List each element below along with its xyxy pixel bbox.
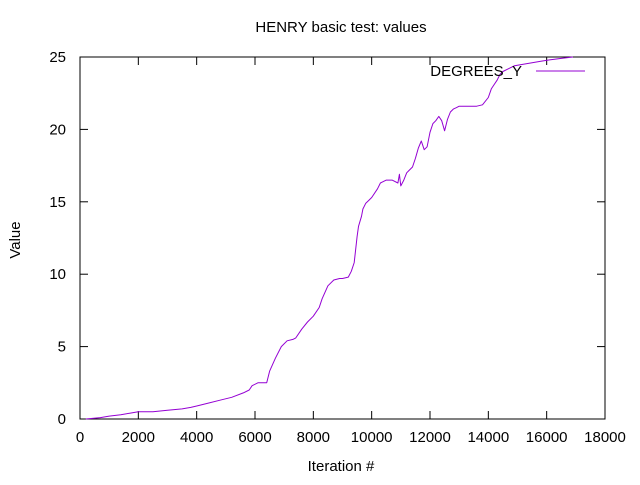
x-tick-label: 10000 xyxy=(351,429,393,446)
legend: DEGREES_Y xyxy=(430,63,585,80)
y-axis-ticks: 0 5 10 15 20 25 xyxy=(49,49,605,428)
x-axis-ticks: 0 2000 4000 6000 8000 10000 12000 14000 16000 180… xyxy=(76,57,626,446)
x-tick-label: 0 xyxy=(76,429,84,446)
x-tick-label: 8000 xyxy=(297,429,330,446)
series-layer xyxy=(85,56,573,420)
x-tick-label: 18000 xyxy=(584,429,626,446)
x-tick-label: 14000 xyxy=(467,429,509,446)
y-axis-label: Value xyxy=(7,221,24,258)
x-tick-label: 6000 xyxy=(238,429,271,446)
y-tick-label: 10 xyxy=(49,266,66,283)
plot-frame xyxy=(79,56,606,420)
y-tick-label: 5 xyxy=(58,339,66,356)
x-tick-label: 4000 xyxy=(180,429,213,446)
y-tick-label: 15 xyxy=(49,194,66,211)
x-tick-label: 12000 xyxy=(409,429,451,446)
legend-label-degrees-y: DEGREES_Y xyxy=(430,63,522,80)
x-tick-label: 16000 xyxy=(526,429,568,446)
y-tick-label: 0 xyxy=(58,411,66,428)
y-tick-label: 20 xyxy=(49,121,66,138)
x-tick-label: 2000 xyxy=(122,429,155,446)
series-line-degrees-y xyxy=(85,56,573,420)
y-tick-label: 25 xyxy=(49,49,66,66)
x-axis-label: Iteration # xyxy=(308,458,375,475)
chart-title: HENRY basic test: values xyxy=(255,19,426,36)
